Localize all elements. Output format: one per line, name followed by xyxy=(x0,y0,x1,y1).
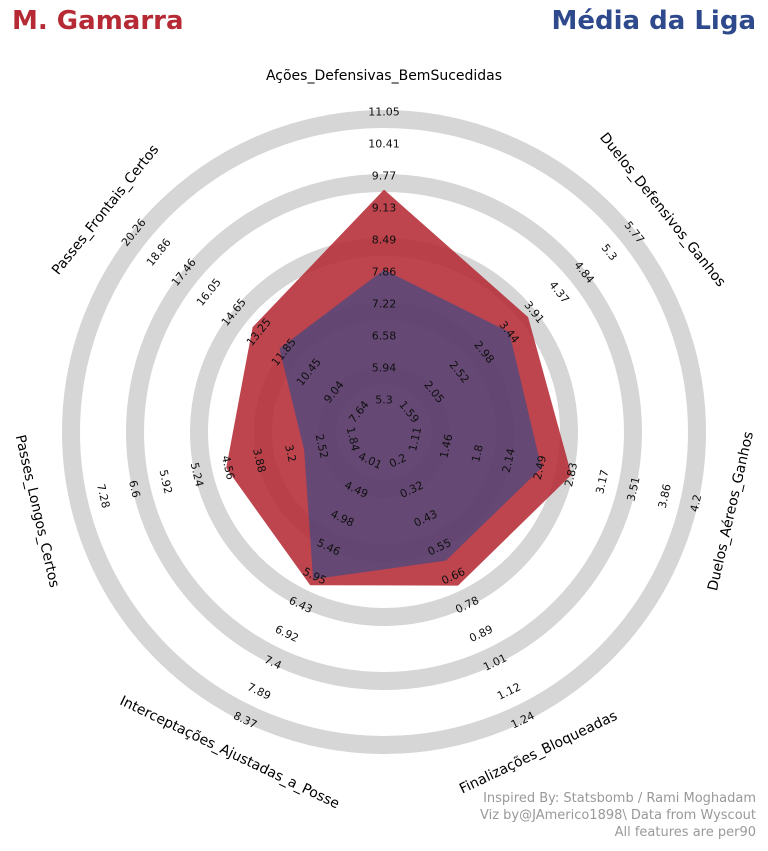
tick-label: 3.51 xyxy=(625,476,643,503)
tick-label: 7.28 xyxy=(94,483,112,510)
tick-label: 7.86 xyxy=(372,266,397,279)
ring-band-5 xyxy=(62,110,706,754)
tick-label: 9.77 xyxy=(372,170,397,183)
credits-line-2: Viz by@JAmerico1898\ Data from Wyscout xyxy=(479,808,756,823)
tick-label: 4.2 xyxy=(688,493,705,513)
tick-label: 8.49 xyxy=(372,234,397,247)
credits: Inspired By: Statsbomb / Rami Moghadam V… xyxy=(480,790,756,841)
tick-label: 2.52 xyxy=(313,433,331,460)
tick-label: 16.05 xyxy=(194,276,224,309)
tick-label: 1.12 xyxy=(495,680,523,702)
tick-label: 18.86 xyxy=(144,236,174,269)
league-polygon xyxy=(279,269,542,580)
tick-label: 6.92 xyxy=(273,623,301,645)
tick-label: 5.94 xyxy=(372,362,397,375)
tick-label: 6.58 xyxy=(372,330,397,343)
tick-label: 3.88 xyxy=(250,447,268,474)
tick-label: 7.22 xyxy=(372,298,397,311)
tick-label: 4.37 xyxy=(546,279,571,306)
tick-label: 2.83 xyxy=(562,461,580,488)
tick-label: 2.14 xyxy=(500,447,518,474)
credits-line-3: All features are per90 xyxy=(614,825,756,840)
tick-label: 5.92 xyxy=(157,468,175,495)
tick-label: 0.89 xyxy=(467,623,495,645)
tick-label: 9.13 xyxy=(372,202,397,215)
tick-label: 11.05 xyxy=(368,106,400,119)
tick-label: 1.8 xyxy=(469,443,486,463)
tick-label: 1.11 xyxy=(406,426,424,453)
tick-label: 2.49 xyxy=(531,454,549,481)
tick-label: 3.2 xyxy=(282,443,299,463)
tick-label: 5.3 xyxy=(375,394,393,407)
tick-label: 5.3 xyxy=(599,242,620,264)
tick-label: 5.24 xyxy=(188,461,206,488)
tick-label: 1.46 xyxy=(437,433,455,460)
tick-label: 1.84 xyxy=(344,426,362,453)
tick-label: 3.17 xyxy=(593,468,611,495)
tick-label: 4.56 xyxy=(219,454,237,481)
tick-label: 10.41 xyxy=(368,138,400,151)
tick-label: 7.89 xyxy=(245,680,273,702)
ring-band-4 xyxy=(126,174,642,690)
radar-polygons xyxy=(226,189,572,586)
player-name: M. Gamarra xyxy=(12,6,184,36)
feature-label: Passes_Longos_Certos xyxy=(12,433,62,589)
league-average-label: Média da Liga xyxy=(551,6,756,36)
feature-label: Ações_Defensivas_BemSucedidas xyxy=(266,68,502,84)
feature-label: Duelos_Aéreos_Ganhos xyxy=(705,430,757,592)
credits-line-1: Inspired By: Statsbomb / Rami Moghadam xyxy=(483,791,756,806)
tick-label: 3.86 xyxy=(656,483,674,510)
tick-label: 6.6 xyxy=(126,479,143,499)
